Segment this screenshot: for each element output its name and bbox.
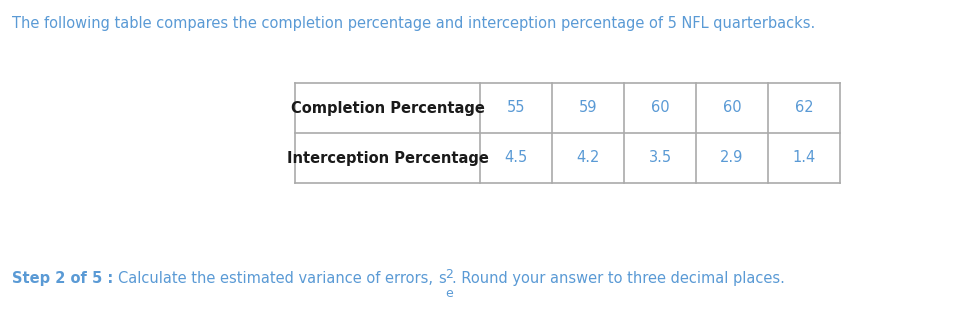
Text: s: s bbox=[438, 271, 446, 286]
Text: 60: 60 bbox=[651, 100, 669, 115]
Text: 4.2: 4.2 bbox=[576, 151, 600, 165]
Text: 59: 59 bbox=[579, 100, 598, 115]
Text: 55: 55 bbox=[507, 100, 525, 115]
Text: 2.9: 2.9 bbox=[720, 151, 744, 165]
Text: 60: 60 bbox=[722, 100, 742, 115]
Text: . Round your answer to three decimal places.: . Round your answer to three decimal pla… bbox=[452, 271, 784, 286]
Text: e: e bbox=[445, 287, 453, 300]
Text: Interception Percentage: Interception Percentage bbox=[286, 151, 488, 165]
Text: Completion Percentage: Completion Percentage bbox=[290, 100, 484, 115]
Text: 4.5: 4.5 bbox=[505, 151, 528, 165]
Text: 3.5: 3.5 bbox=[649, 151, 671, 165]
Text: The following table compares the completion percentage and interception percenta: The following table compares the complet… bbox=[12, 16, 815, 31]
Text: Calculate the estimated variance of errors,: Calculate the estimated variance of erro… bbox=[118, 271, 438, 286]
Text: 62: 62 bbox=[795, 100, 813, 115]
Text: Step 2 of 5 :: Step 2 of 5 : bbox=[12, 271, 118, 286]
Text: 1.4: 1.4 bbox=[792, 151, 815, 165]
Text: 2: 2 bbox=[445, 268, 453, 281]
